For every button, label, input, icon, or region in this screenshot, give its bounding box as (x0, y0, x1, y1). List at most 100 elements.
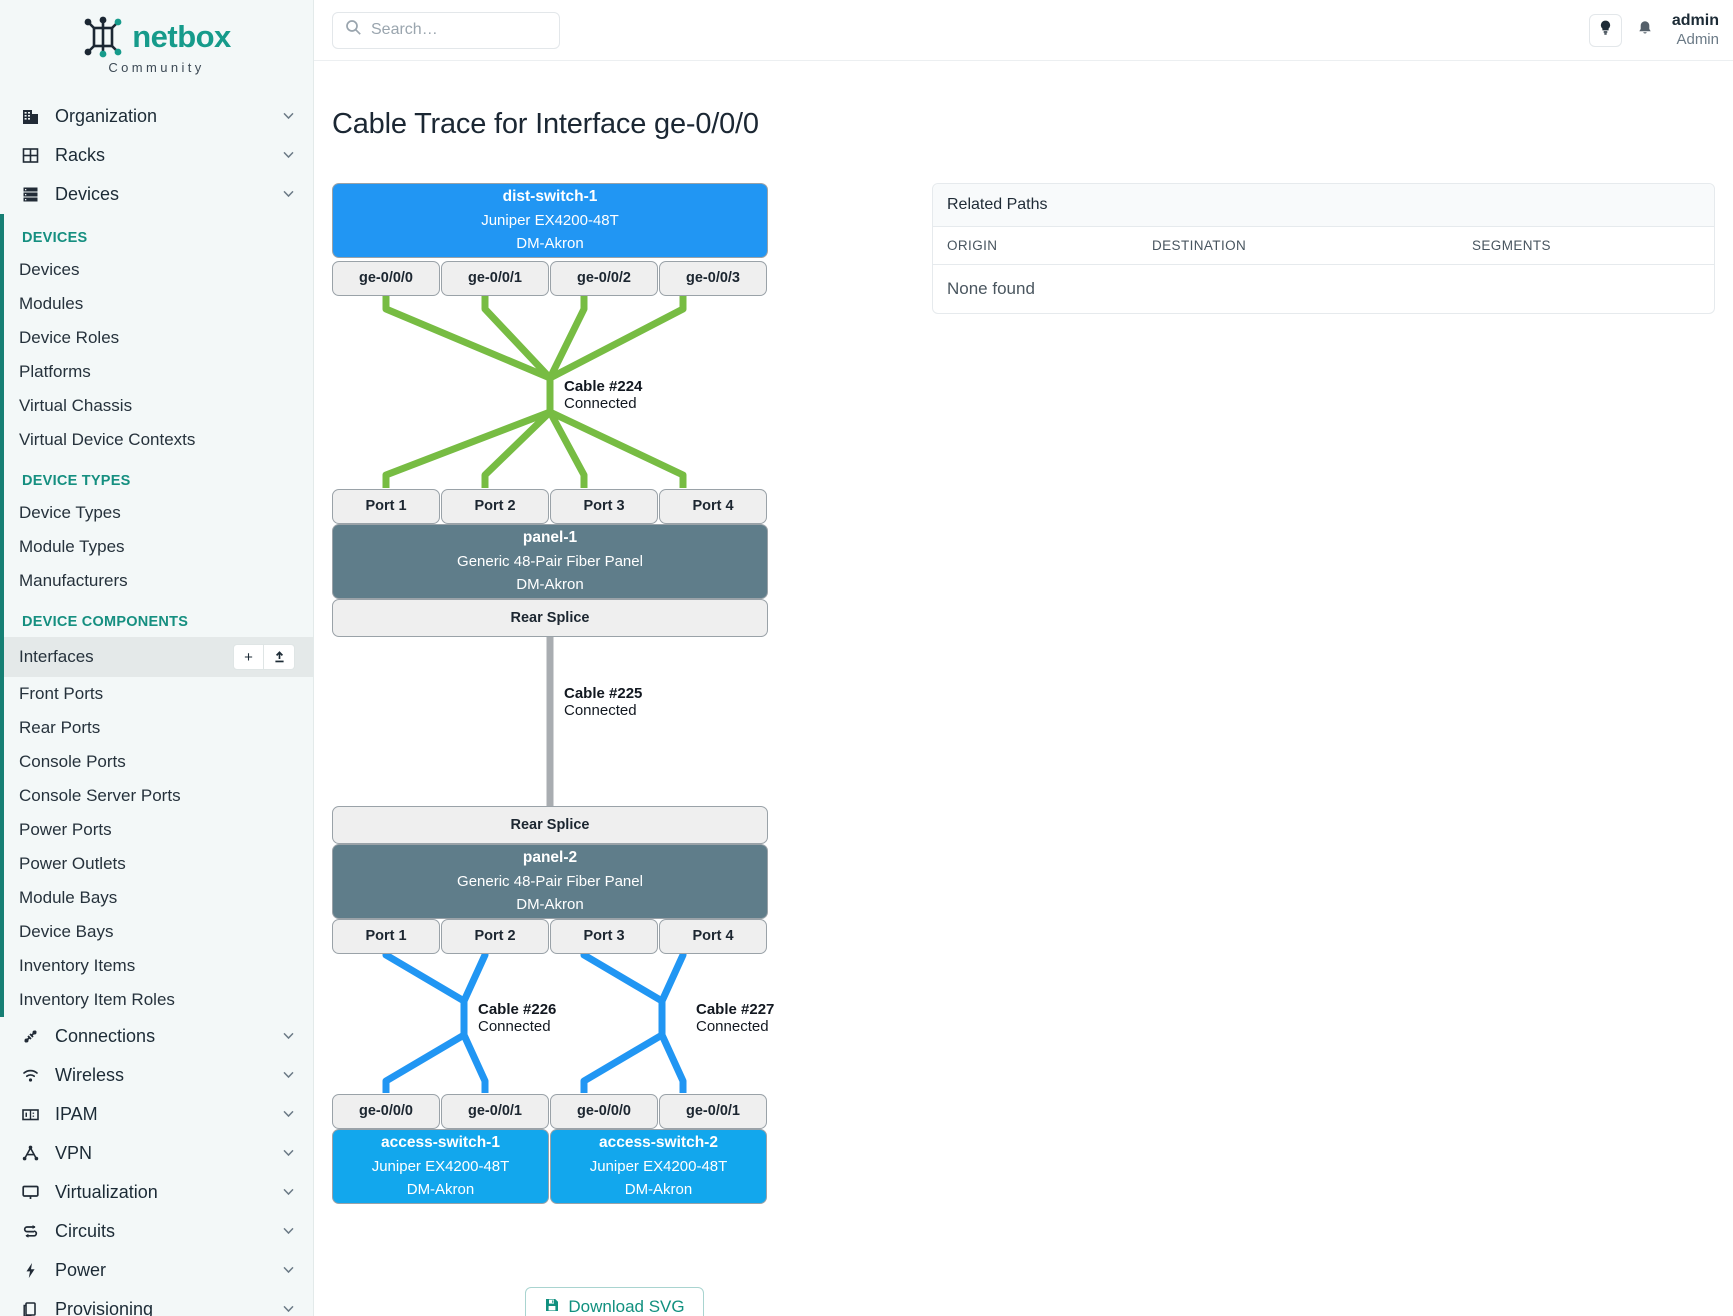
interface-node-as2-ge-0-0-1[interactable]: ge-0/0/1 (659, 1093, 767, 1129)
cable-label-225[interactable]: Cable #225 Connected (564, 685, 642, 719)
rear-port-node-p1-rear-splice[interactable]: Rear Splice (332, 598, 768, 637)
sidebar-item-module-bays[interactable]: Module Bays (4, 881, 313, 915)
sidebar-group-vpn[interactable]: VPN (0, 1134, 313, 1173)
interface-node-ge-0-0-1[interactable]: ge-0/0/1 (441, 260, 549, 296)
sidebar-group-label: VPN (55, 1143, 93, 1163)
device-node-panel-1[interactable]: panel-1 Generic 48-Pair Fiber Panel DM-A… (332, 523, 768, 599)
sidebar-item-console-server-ports[interactable]: Console Server Ports (4, 779, 313, 813)
sidebar-item-rear-ports[interactable]: Rear Ports (4, 711, 313, 745)
save-file-icon (544, 1297, 560, 1316)
front-port-node-p2-port-1[interactable]: Port 1 (332, 918, 440, 954)
sidebar-group-wireless[interactable]: Wireless (0, 1056, 313, 1095)
sidebar-item-device-bays[interactable]: Device Bays (4, 915, 313, 949)
sidebar-group-provisioning[interactable]: Provisioning (0, 1290, 313, 1316)
sidebar-item-inventory-item-roles[interactable]: Inventory Item Roles (4, 983, 313, 1017)
sidebar-group-circuits[interactable]: Circuits (0, 1212, 313, 1251)
user-menu[interactable]: admin Admin (1668, 11, 1719, 50)
front-port-node-p2-port-2[interactable]: Port 2 (441, 918, 549, 954)
search-placeholder: Search… (371, 21, 438, 38)
sidebar-item-label: Interfaces (19, 647, 94, 666)
device-type: Generic 48-Pair Fiber Panel (457, 553, 643, 571)
front-port-node-p1-port-1[interactable]: Port 1 (332, 488, 440, 524)
main-area: Search… admin Admin Cable (314, 0, 1733, 1316)
sidebar-item-device-roles[interactable]: Device Roles (4, 321, 313, 355)
sidebar-item-modules[interactable]: Modules (4, 287, 313, 321)
interface-node-as1-ge-0-0-1[interactable]: ge-0/0/1 (441, 1093, 549, 1129)
chevron-down-icon (282, 148, 295, 164)
topbar: Search… admin Admin (314, 0, 1733, 61)
content: dist-switch-1 Juniper EX4200-48T DM-Akro… (314, 161, 1733, 1316)
notifications-button[interactable] (1636, 19, 1654, 42)
front-port-node-p1-port-4[interactable]: Port 4 (659, 488, 767, 524)
cable-label-227[interactable]: Cable #227 Connected (696, 1001, 774, 1035)
sidebar-item-power-outlets[interactable]: Power Outlets (4, 847, 313, 881)
sidebar-group-ipam[interactable]: IPAM (0, 1095, 313, 1134)
chevron-down-icon (282, 1107, 295, 1123)
sidebar-item-front-ports[interactable]: Front Ports (4, 677, 313, 711)
device-name: access-switch-2 (599, 1134, 718, 1152)
device-node-access-switch-2[interactable]: access-switch-2 Juniper EX4200-48T DM-Ak… (550, 1128, 767, 1204)
terminal-label: Port 4 (692, 928, 734, 945)
sidebar-item-devices[interactable]: Devices (4, 253, 313, 287)
rear-port-node-p2-rear-splice[interactable]: Rear Splice (332, 805, 768, 844)
device-site: DM-Akron (516, 235, 584, 253)
sidebar-item-label: Inventory Items (19, 956, 136, 975)
sidebar-group-label: Devices (55, 184, 120, 204)
sidebar-item-inventory-items[interactable]: Inventory Items (4, 949, 313, 983)
sidebar-group-organization[interactable]: Organization (0, 97, 313, 136)
sidebar-item-device-types[interactable]: Device Types (4, 496, 313, 530)
document-icon (20, 1300, 40, 1316)
sidebar-group-virtualization[interactable]: Virtualization (0, 1173, 313, 1212)
terminal-label: Port 1 (365, 498, 407, 515)
interface-node-ge-0-0-0[interactable]: ge-0/0/0 (332, 260, 440, 296)
sidebar-item-platforms[interactable]: Platforms (4, 355, 313, 389)
user-role: Admin (1676, 30, 1719, 48)
sidebar-item-virtual-device-contexts[interactable]: Virtual Device Contexts (4, 423, 313, 457)
sidebar-group-racks[interactable]: Racks (0, 136, 313, 175)
import-interface-button[interactable] (264, 644, 295, 670)
sidebar-item-module-types[interactable]: Module Types (4, 530, 313, 564)
download-svg-button[interactable]: Download SVG (525, 1286, 704, 1316)
interface-node-as1-ge-0-0-0[interactable]: ge-0/0/0 (332, 1093, 440, 1129)
sidebar-item-label: Devices (19, 260, 80, 279)
device-node-access-switch-1[interactable]: access-switch-1 Juniper EX4200-48T DM-Ak… (332, 1128, 549, 1204)
device-site: DM-Akron (624, 1181, 693, 1199)
cable-label-226[interactable]: Cable #226 Connected (478, 1001, 556, 1035)
sidebar-item-virtual-chassis[interactable]: Virtual Chassis (4, 389, 313, 423)
terminal-label: ge-0/0/0 (359, 270, 413, 287)
cable-label-224[interactable]: Cable #224 Connected (564, 378, 642, 412)
front-port-node-p1-port-2[interactable]: Port 2 (441, 488, 549, 524)
front-port-node-p2-port-3[interactable]: Port 3 (550, 918, 658, 954)
column-header-segments[interactable]: SEGMENTS (1458, 226, 1714, 265)
sidebar-group-label: IPAM (55, 1104, 98, 1124)
front-port-node-p2-port-4[interactable]: Port 4 (659, 918, 767, 954)
theme-toggle-button[interactable] (1588, 13, 1622, 47)
sidebar-item-power-ports[interactable]: Power Ports (4, 813, 313, 847)
device-node-dist-switch-1[interactable]: dist-switch-1 Juniper EX4200-48T DM-Akro… (332, 182, 768, 258)
interface-node-as2-ge-0-0-0[interactable]: ge-0/0/0 (550, 1093, 658, 1129)
cable-trace-diagram: dist-switch-1 Juniper EX4200-48T DM-Akro… (332, 182, 897, 1273)
column-header-origin[interactable]: ORIGIN (933, 226, 1138, 265)
sidebar-group-connections[interactable]: Connections (0, 1017, 313, 1056)
sidebar-group-label: Connections (55, 1026, 156, 1046)
sidebar-group-power[interactable]: Power (0, 1251, 313, 1290)
sidebar-item-label: Inventory Item Roles (19, 990, 175, 1009)
sidebar-item-manufacturers[interactable]: Manufacturers (4, 564, 313, 598)
device-node-panel-2[interactable]: panel-2 Generic 48-Pair Fiber Panel DM-A… (332, 843, 768, 919)
search-input[interactable]: Search… (332, 11, 560, 49)
sidebar-item-console-ports[interactable]: Console Ports (4, 745, 313, 779)
sidebar-section-device-components: DEVICE COMPONENTS (22, 614, 189, 630)
column-header-destination[interactable]: DESTINATION (1138, 226, 1458, 265)
sidebar-group-devices[interactable]: Devices (0, 175, 313, 214)
lightbulb-icon (1597, 19, 1614, 41)
brand[interactable]: netbox Community (0, 0, 313, 83)
interface-node-ge-0-0-3[interactable]: ge-0/0/3 (659, 260, 767, 296)
sidebar-item-interfaces[interactable]: Interfaces + (4, 637, 313, 677)
sidebar-item-label: Virtual Chassis (19, 396, 133, 415)
topbar-right: admin Admin (1588, 11, 1719, 50)
interface-node-ge-0-0-2[interactable]: ge-0/0/2 (550, 260, 658, 296)
add-interface-button[interactable]: + (233, 644, 264, 670)
front-port-node-p1-port-3[interactable]: Port 3 (550, 488, 658, 524)
sidebar: netbox Community Organization Racks (0, 0, 314, 1316)
